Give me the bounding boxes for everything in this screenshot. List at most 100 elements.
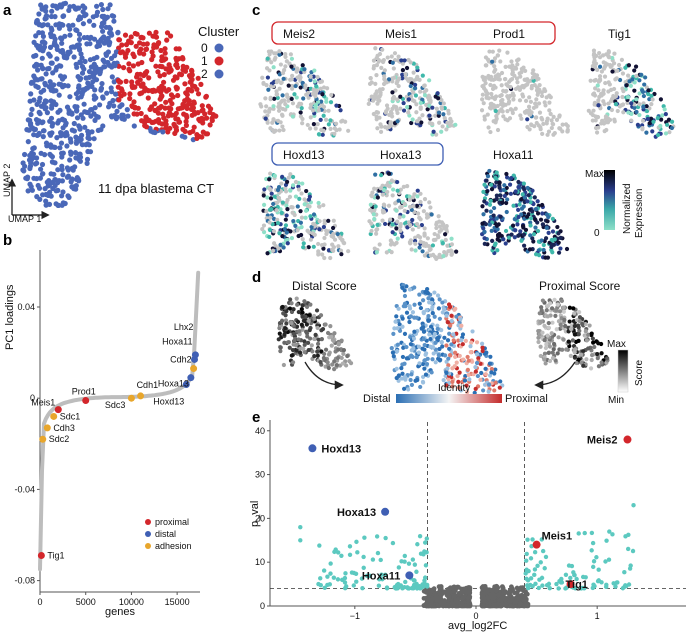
umap-cell [490, 49, 495, 54]
umap-cell [330, 242, 335, 247]
umap-cell [625, 100, 630, 105]
umap-cell [513, 189, 518, 194]
umap-cell [559, 298, 564, 304]
score-min: Min [608, 395, 624, 406]
umap-cell [561, 309, 566, 314]
umap-cell [411, 90, 416, 95]
umap-point [182, 134, 188, 140]
umap-point [36, 98, 42, 104]
umap-cell [420, 113, 425, 118]
umap-cell [488, 209, 493, 214]
umap-cell [320, 132, 325, 137]
umap-cell [308, 102, 314, 107]
umap-point [51, 33, 57, 39]
umap-cell [275, 217, 280, 222]
umap-point [135, 79, 141, 85]
volcano-point [526, 585, 531, 591]
umap-cell [428, 253, 433, 258]
umap-cell [596, 125, 601, 130]
umap-cell [521, 185, 526, 190]
umap-cell [505, 118, 510, 123]
umap-cell [395, 78, 400, 84]
umap-cell [602, 74, 608, 79]
umap-cell [406, 110, 411, 115]
umap-cell [533, 207, 539, 212]
umap-point [29, 79, 35, 85]
umap-point [164, 88, 170, 94]
umap-cell [410, 117, 415, 122]
umap-cell [377, 242, 382, 247]
umap-cell [532, 124, 537, 129]
umap-point [175, 92, 181, 99]
umap-cell [543, 88, 548, 94]
umap-cell [488, 106, 493, 111]
umap-cell [422, 232, 427, 237]
umap-cell [550, 350, 555, 355]
umap-cell [269, 191, 274, 196]
volcano-point [499, 592, 505, 598]
umap-cell [488, 129, 493, 135]
umap-point [42, 98, 49, 104]
umap-cell [316, 200, 321, 206]
umap-cell [366, 101, 371, 106]
umap-cell [313, 102, 319, 108]
umap-cell [334, 103, 339, 108]
pc1-gene-point [54, 406, 62, 414]
umap-point [176, 119, 182, 125]
umap-cell [268, 95, 273, 100]
umap-cell [437, 229, 442, 234]
umap-point [166, 62, 172, 68]
umap-cell [311, 122, 316, 127]
umap-cell [481, 189, 486, 194]
umap-cell [273, 128, 278, 133]
volcano-point [512, 599, 517, 605]
umap-point [47, 131, 53, 137]
umap-cell [280, 113, 285, 118]
umap-cell [415, 65, 420, 70]
umap-cell [549, 118, 554, 123]
umap-cell [288, 188, 293, 193]
umap-cell [476, 356, 481, 361]
umap-point [99, 81, 105, 87]
volcano-point [384, 585, 390, 590]
umap-cell [329, 343, 334, 348]
volcano-point [328, 561, 333, 566]
umap-cell [277, 231, 282, 236]
umap-cell [321, 203, 326, 208]
pc1-y-tick-label: 0.04 [17, 302, 35, 312]
umap-cell [507, 182, 513, 187]
umap-point [190, 105, 196, 111]
volcano-point [525, 578, 531, 583]
umap-point [42, 186, 48, 192]
umap-cell [637, 78, 642, 83]
umap-point [156, 105, 162, 111]
volcano-point [554, 581, 559, 587]
umap-cell [492, 388, 497, 393]
umap-cell [344, 363, 349, 368]
umap-cell [339, 119, 344, 124]
pc1-gene-point [190, 365, 198, 373]
umap-cell [411, 336, 417, 341]
umap-cell [423, 372, 429, 377]
umap-cell [649, 102, 654, 107]
umap-cell [525, 199, 530, 204]
umap-cell [381, 188, 387, 193]
identity-label: Identity [438, 383, 470, 394]
umap-point [59, 163, 65, 169]
umap-point [78, 51, 84, 57]
umap-cell [481, 101, 486, 106]
umap-cell [453, 354, 458, 360]
umap-cell [634, 97, 639, 102]
umap-point [115, 84, 121, 90]
umap-cell [444, 343, 449, 348]
umap-point [103, 24, 109, 30]
umap-cell [451, 332, 456, 337]
umap-cell [428, 336, 433, 342]
umap-cell [504, 171, 509, 177]
volcano-point [333, 547, 338, 552]
umap-cell [280, 124, 285, 129]
umap-cell [307, 313, 312, 318]
umap-cell [447, 346, 452, 351]
umap-point [140, 81, 146, 87]
